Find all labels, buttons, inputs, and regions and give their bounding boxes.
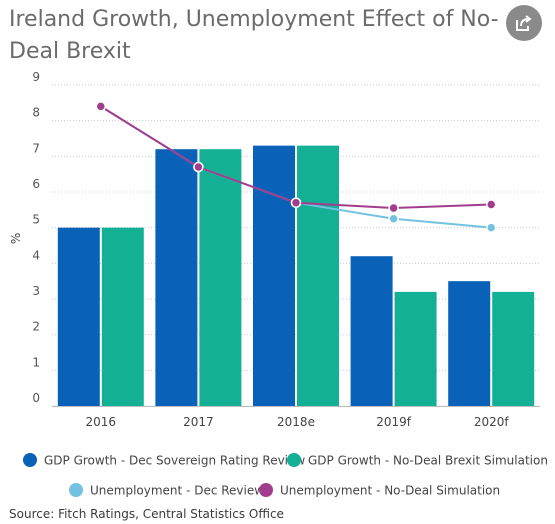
bar-gdp-dec-review (253, 145, 295, 406)
share-icon (516, 15, 532, 31)
point-unemployment-dec-review (388, 213, 399, 224)
bar-gdp-no-deal (492, 291, 535, 406)
legend-marker (69, 483, 83, 497)
y-tick-label: 3 (32, 284, 40, 298)
y-tick-label: 4 (32, 248, 40, 262)
bar-gdp-dec-review (448, 281, 491, 406)
legend-label: GDP Growth - Dec Sovereign Rating Review (44, 454, 305, 468)
x-tick-label: 2018e (277, 415, 315, 429)
point-unemployment-no-deal (193, 161, 204, 173)
x-tick-label: 2019f (376, 415, 412, 429)
y-tick-label: 0 (32, 391, 40, 405)
source-note: Source: Fitch Ratings, Central Statistic… (9, 507, 284, 521)
point-unemployment-no-deal (95, 101, 107, 112)
bar-gdp-dec-review (350, 256, 393, 406)
point-unemployment-no-deal (290, 197, 302, 208)
y-tick-label: 5 (32, 213, 40, 227)
legend-label: Unemployment - No-Deal Simulation (280, 484, 500, 498)
y-tick-label: 2 (32, 320, 40, 334)
legend-marker (287, 453, 301, 467)
point-unemployment-no-deal (388, 202, 399, 214)
bar-gdp-dec-review (57, 227, 100, 406)
bar-gdp-no-deal (297, 145, 339, 406)
legend-marker (259, 483, 273, 497)
x-tick-label: 2020f (474, 415, 510, 429)
share-button[interactable] (506, 5, 542, 41)
y-tick-label: 6 (32, 177, 40, 191)
x-tick-label: 2017 (183, 415, 214, 429)
x-tick-label: 2016 (86, 415, 117, 429)
y-tick-label: 8 (32, 106, 40, 120)
legend-label: GDP Growth - No-Deal Brexit Simulation (308, 454, 548, 468)
legend-label: Unemployment - Dec Review (90, 484, 264, 498)
chart-svg: 0 1 2 3 4 5 6 7 8 9% 2016 2017 2018e 2019f 2020f GDP Gr… (9, 70, 548, 498)
bar-gdp-dec-review (155, 149, 198, 406)
bar-gdp-no-deal (101, 227, 144, 406)
y-tick-label: 9 (32, 70, 40, 84)
point-unemployment-dec-review (485, 222, 497, 233)
y-tick-label: 7 (32, 141, 40, 155)
y-axis-label: % (9, 233, 23, 244)
bar-gdp-no-deal (199, 149, 242, 406)
chart-title: Ireland Growth, Unemployment Effect of N… (9, 7, 499, 64)
point-unemployment-no-deal (485, 199, 497, 210)
y-tick-label: 1 (32, 355, 40, 369)
legend-marker (23, 453, 37, 467)
bar-gdp-no-deal (394, 291, 437, 406)
